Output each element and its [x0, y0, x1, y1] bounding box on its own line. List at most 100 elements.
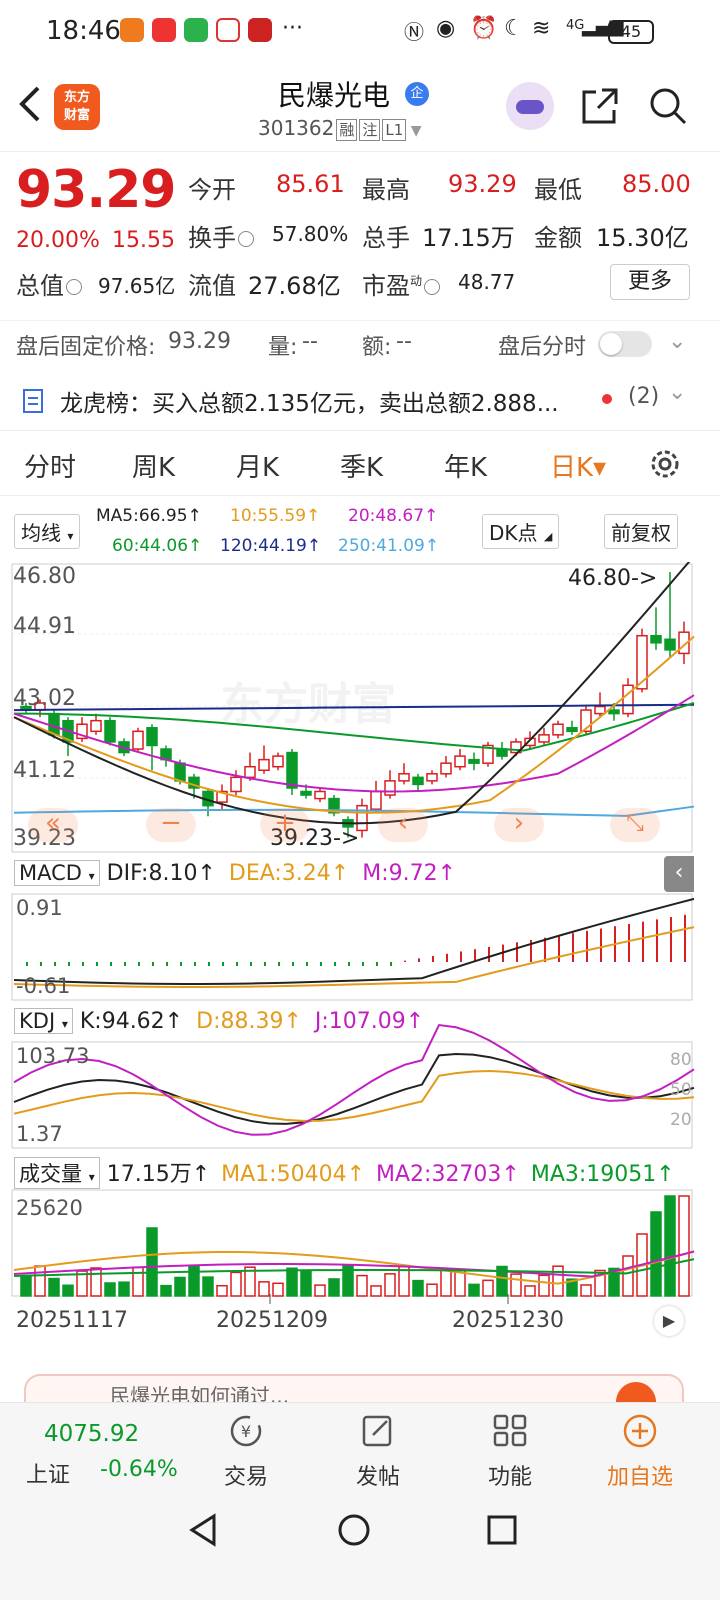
fullscreen-icon[interactable]: ⤡	[610, 808, 660, 842]
chevron-down-icon[interactable]: ⌄	[668, 329, 687, 354]
info-icon[interactable]	[66, 279, 82, 295]
tab-intraday[interactable]: 分时	[24, 453, 77, 483]
candle-body	[328, 797, 340, 814]
stock-code-row[interactable]: 301362 融注 L1 ▼	[258, 116, 422, 141]
volume-bar	[510, 1273, 522, 1297]
candle-body	[580, 709, 592, 733]
dk-point-button[interactable]: DK点 ◢	[482, 514, 560, 549]
add-watchlist-button[interactable]: 加自选	[600, 1409, 680, 1491]
index-change[interactable]: -0.64%	[100, 1457, 178, 1482]
step-right-icon[interactable]: ›	[494, 808, 544, 842]
ma120-line	[13, 703, 695, 712]
volume-bar	[314, 1284, 326, 1297]
candle-body	[608, 709, 620, 715]
nav-recents-icon[interactable]	[484, 1512, 520, 1548]
index-name[interactable]: 上证	[26, 1463, 71, 1488]
candle-body	[524, 737, 536, 747]
volume-bar	[440, 1268, 452, 1297]
kdj-k: K:94.62↑	[79, 1009, 184, 1034]
candle-body	[440, 762, 452, 775]
pe-label: 市盈动	[362, 266, 441, 301]
volume-value: 17.15万	[422, 224, 515, 252]
dragon-tiger-row[interactable]: 龙虎榜：买入总额2.135亿元，卖出总额2.888... (2) ⌄	[0, 372, 720, 426]
y-label-2: 44.91	[13, 614, 76, 639]
amount-value: 15.30亿	[596, 224, 689, 252]
nav-home-icon[interactable]	[336, 1512, 372, 1548]
kdj-selector[interactable]: KDJ ▾	[14, 1008, 73, 1034]
index-value[interactable]: 4075.92	[44, 1421, 140, 1447]
last-price: 93.29	[16, 160, 176, 220]
low-label: 最低	[534, 176, 582, 204]
volume-bar	[594, 1269, 606, 1297]
tab-weekly[interactable]: 周K	[132, 453, 176, 483]
trade-button[interactable]: ¥ 交易	[206, 1409, 286, 1491]
stock-name[interactable]: 民爆光电	[278, 79, 391, 112]
candle-body	[258, 758, 270, 772]
candle-body	[132, 730, 144, 750]
zoom-out-icon[interactable]: −	[146, 808, 196, 842]
tab-quarterly[interactable]: 季K	[340, 453, 384, 483]
volume-bar	[468, 1283, 480, 1297]
candle-body	[454, 755, 466, 768]
volume-bar	[328, 1278, 340, 1297]
info-icon[interactable]	[238, 231, 254, 247]
indicator-selector[interactable]: 均线 ▾	[14, 514, 81, 549]
nav-back-icon[interactable]	[186, 1512, 222, 1548]
change-amount: 15.55	[112, 228, 175, 253]
play-forward-icon[interactable]: ▶	[654, 1306, 684, 1336]
chevron-down-icon: ▼	[406, 123, 422, 139]
chevron-down-icon: ⌄	[668, 380, 687, 405]
ma5-line	[13, 562, 691, 825]
info-icon[interactable]	[424, 279, 441, 295]
ma20-line	[13, 694, 695, 793]
ai-assistant-icon[interactable]	[506, 82, 554, 130]
low-value: 85.00	[622, 170, 691, 198]
candle-body	[76, 723, 88, 740]
macd-selector[interactable]: MACD ▾	[14, 860, 100, 886]
moon-icon: ☾	[504, 16, 524, 41]
tab-yearly[interactable]: 年K	[444, 453, 488, 483]
candle-body	[552, 723, 564, 736]
step-left-icon[interactable]: ‹	[378, 808, 428, 842]
candle-body	[412, 776, 424, 786]
scroll-left-icon[interactable]: «	[28, 808, 78, 842]
collapse-panel-icon[interactable]: ‹	[664, 856, 694, 892]
post-button[interactable]: 发帖	[338, 1409, 418, 1491]
status-time: 18:46	[46, 16, 121, 46]
ai-banner[interactable]: 民爆光电如何通过...	[24, 1374, 684, 1408]
candle-body	[356, 804, 368, 832]
tab-monthly[interactable]: 月K	[236, 453, 280, 483]
tab-daily[interactable]: 日K▾	[550, 453, 607, 483]
eastmoney-logo[interactable]: 东方 财富	[54, 84, 100, 130]
back-icon[interactable]	[16, 84, 46, 124]
settings-gear-icon[interactable]	[646, 445, 684, 483]
after-hours-toggle[interactable]	[598, 331, 652, 357]
svg-text:¥: ¥	[241, 1422, 251, 1441]
volume-bar	[650, 1211, 662, 1297]
candle-body	[482, 744, 494, 764]
candle-body	[650, 634, 662, 644]
kline-chart[interactable]	[0, 562, 720, 1338]
search-icon[interactable]	[648, 86, 688, 126]
candle-body	[622, 684, 634, 715]
candle-body	[664, 638, 676, 651]
adjust-button[interactable]: 前复权	[604, 514, 678, 549]
app-notification-icon	[248, 18, 272, 42]
macd-m: M:9.72↑	[362, 861, 457, 886]
high-value: 93.29	[448, 170, 517, 198]
more-button[interactable]: 更多	[610, 264, 690, 300]
zoom-in-icon[interactable]: +	[260, 808, 310, 842]
open-label: 今开	[188, 176, 236, 204]
kdj-level-20: 20	[670, 1110, 692, 1130]
kdj-y-bottom: 1.37	[16, 1122, 63, 1146]
volume-selector[interactable]: 成交量 ▾	[14, 1157, 100, 1189]
volume-bar	[174, 1276, 186, 1297]
functions-button[interactable]: 功能	[470, 1409, 550, 1491]
market-cap-value: 97.65亿	[98, 274, 176, 298]
candle-body	[398, 773, 410, 782]
volume-bar	[496, 1265, 508, 1297]
float-cap-label: 流值	[188, 272, 236, 300]
volume-bar	[342, 1265, 354, 1297]
candle-body	[174, 762, 186, 782]
share-icon[interactable]	[580, 86, 620, 126]
